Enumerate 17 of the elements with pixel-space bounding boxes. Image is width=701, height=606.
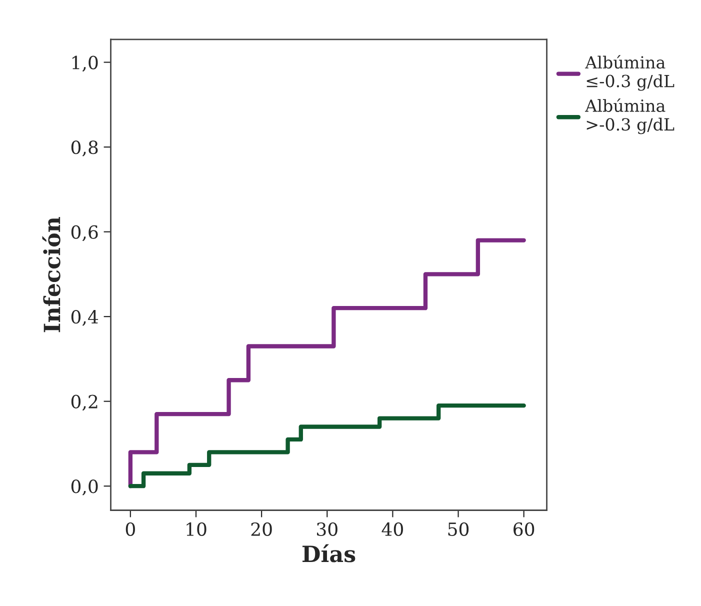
y-tick-label: 0,4 bbox=[71, 310, 98, 326]
x-tick-label: 50 bbox=[448, 522, 469, 536]
legend-label: Albúmina >-0.3 g/dL bbox=[585, 98, 674, 134]
y-tick-label: 0,2 bbox=[71, 394, 98, 411]
y-tick-label: 0,8 bbox=[71, 140, 98, 156]
y-tick-label: 0,0 bbox=[71, 480, 98, 496]
x-tick-label: 10 bbox=[186, 522, 206, 536]
x-axis-title: Días bbox=[302, 544, 356, 562]
legend-label: Albúmina ≤-0.3 g/dL bbox=[585, 55, 674, 91]
x-tick-label: 20 bbox=[251, 522, 272, 536]
x-tick-label: 40 bbox=[382, 522, 403, 536]
y-tick-label: 1,0 bbox=[72, 56, 98, 72]
x-tick-label: 30 bbox=[317, 522, 338, 536]
x-tick-label: 60 bbox=[514, 522, 534, 536]
y-tick-label: 0,6 bbox=[71, 225, 98, 242]
y-axis-title: Infección bbox=[42, 216, 60, 332]
x-tick-label: 0 bbox=[126, 522, 135, 536]
